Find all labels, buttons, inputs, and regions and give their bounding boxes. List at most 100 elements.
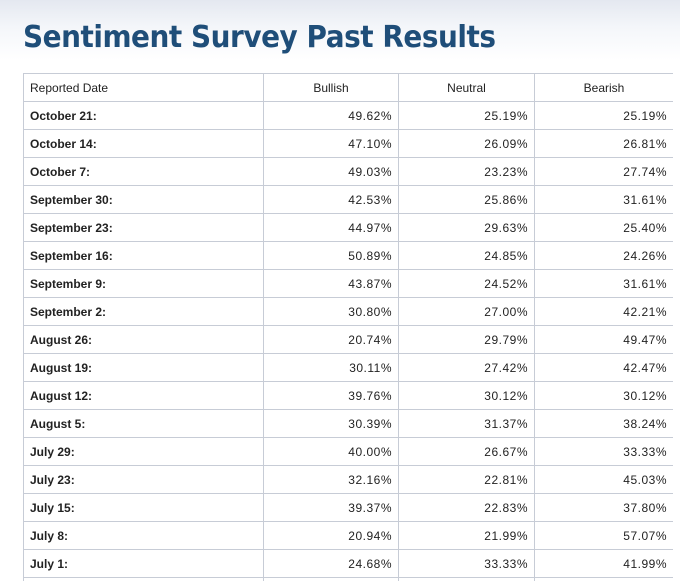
date-cell: July 23: [23, 465, 264, 494]
neutral-cell: 25.19% [398, 101, 535, 130]
bearish-cell: 25.19% [534, 101, 673, 130]
table-row: September 23: 44.97% 29.63% 25.40% [23, 213, 673, 242]
date-cell: October 21: [23, 101, 264, 130]
bearish-cell: 38.24% [534, 409, 673, 438]
table-row: July 15: 39.37% 22.83% 37.80% [23, 493, 673, 522]
neutral-cell: 23.23% [398, 157, 535, 186]
table-row: September 30: 42.53% 25.86% 31.61% [23, 185, 673, 214]
results-table-container: Reported Date Bullish Neutral Bearish Oc… [23, 73, 673, 581]
bearish-cell: 57.07% [534, 521, 673, 550]
date-cell: September 9: [23, 269, 264, 298]
table-row [23, 577, 673, 581]
table-row: October 14: 47.10% 26.09% 26.81% [23, 129, 673, 158]
bearish-cell: 30.12% [534, 381, 673, 410]
neutral-cell: 24.85% [398, 241, 535, 270]
bullish-cell: 40.00% [263, 437, 399, 466]
bearish-cell: 31.61% [534, 185, 673, 214]
table-header-row: Reported Date Bullish Neutral Bearish [23, 73, 673, 102]
neutral-cell: 26.67% [398, 437, 535, 466]
bullish-cell [263, 577, 399, 581]
header-bearish: Bearish [534, 73, 673, 102]
table-row: August 26: 20.74% 29.79% 49.47% [23, 325, 673, 354]
date-cell: September 2: [23, 297, 264, 326]
bearish-cell: 41.99% [534, 549, 673, 578]
table-row: July 1: 24.68% 33.33% 41.99% [23, 549, 673, 578]
table-row: October 21: 49.62% 25.19% 25.19% [23, 101, 673, 130]
table-row: July 23: 32.16% 22.81% 45.03% [23, 465, 673, 494]
bullish-cell: 49.03% [263, 157, 399, 186]
bearish-cell: 42.21% [534, 297, 673, 326]
table-body: October 21: 49.62% 25.19% 25.19% October 14:… [23, 101, 673, 581]
bearish-cell: 33.33% [534, 437, 673, 466]
date-cell: September 30: [23, 185, 264, 214]
bearish-cell: 26.81% [534, 129, 673, 158]
table-row: September 9: 43.87% 24.52% 31.61% [23, 269, 673, 298]
neutral-cell: 24.52% [398, 269, 535, 298]
neutral-cell: 26.09% [398, 129, 535, 158]
bullish-cell: 44.97% [263, 213, 399, 242]
neutral-cell: 22.81% [398, 465, 535, 494]
neutral-cell: 31.37% [398, 409, 535, 438]
table-row: July 29: 40.00% 26.67% 33.33% [23, 437, 673, 466]
table-row: August 5: 30.39% 31.37% 38.24% [23, 409, 673, 438]
date-cell: August 12: [23, 381, 264, 410]
table-row: August 12: 39.76% 30.12% 30.12% [23, 381, 673, 410]
bearish-cell: 25.40% [534, 213, 673, 242]
table-row: August 19: 30.11% 27.42% 42.47% [23, 353, 673, 382]
neutral-cell: 27.00% [398, 297, 535, 326]
neutral-cell: 33.33% [398, 549, 535, 578]
bearish-cell: 27.74% [534, 157, 673, 186]
neutral-cell: 21.99% [398, 521, 535, 550]
date-cell: October 14: [23, 129, 264, 158]
date-cell: October 7: [23, 157, 264, 186]
bullish-cell: 24.68% [263, 549, 399, 578]
bullish-cell: 50.89% [263, 241, 399, 270]
bullish-cell: 43.87% [263, 269, 399, 298]
bullish-cell: 49.62% [263, 101, 399, 130]
date-cell: August 5: [23, 409, 264, 438]
bearish-cell: 49.47% [534, 325, 673, 354]
bullish-cell: 32.16% [263, 465, 399, 494]
neutral-cell: 27.42% [398, 353, 535, 382]
date-cell: September 16: [23, 241, 264, 270]
date-cell: September 23: [23, 213, 264, 242]
bullish-cell: 30.80% [263, 297, 399, 326]
bullish-cell: 47.10% [263, 129, 399, 158]
results-table: Reported Date Bullish Neutral Bearish Oc… [23, 73, 673, 581]
neutral-cell: 25.86% [398, 185, 535, 214]
date-cell: August 19: [23, 353, 264, 382]
table-row: October 7: 49.03% 23.23% 27.74% [23, 157, 673, 186]
bullish-cell: 20.94% [263, 521, 399, 550]
bearish-cell: 31.61% [534, 269, 673, 298]
header-reported-date: Reported Date [23, 73, 264, 102]
neutral-cell [398, 577, 535, 581]
page-title: Sentiment Survey Past Results [23, 20, 496, 55]
bullish-cell: 39.37% [263, 493, 399, 522]
bullish-cell: 30.39% [263, 409, 399, 438]
bearish-cell: 24.26% [534, 241, 673, 270]
bullish-cell: 30.11% [263, 353, 399, 382]
header-bullish: Bullish [263, 73, 399, 102]
date-cell: July 15: [23, 493, 264, 522]
header-neutral: Neutral [398, 73, 535, 102]
date-cell [23, 577, 264, 581]
bullish-cell: 39.76% [263, 381, 399, 410]
date-cell: August 26: [23, 325, 264, 354]
header-background [0, 0, 680, 60]
neutral-cell: 29.63% [398, 213, 535, 242]
neutral-cell: 30.12% [398, 381, 535, 410]
bullish-cell: 42.53% [263, 185, 399, 214]
bearish-cell [534, 577, 673, 581]
date-cell: July 29: [23, 437, 264, 466]
table-row: September 2: 30.80% 27.00% 42.21% [23, 297, 673, 326]
date-cell: July 1: [23, 549, 264, 578]
bearish-cell: 37.80% [534, 493, 673, 522]
neutral-cell: 22.83% [398, 493, 535, 522]
date-cell: July 8: [23, 521, 264, 550]
table-row: September 16: 50.89% 24.85% 24.26% [23, 241, 673, 270]
table-row: July 8: 20.94% 21.99% 57.07% [23, 521, 673, 550]
neutral-cell: 29.79% [398, 325, 535, 354]
bullish-cell: 20.74% [263, 325, 399, 354]
bearish-cell: 45.03% [534, 465, 673, 494]
bearish-cell: 42.47% [534, 353, 673, 382]
